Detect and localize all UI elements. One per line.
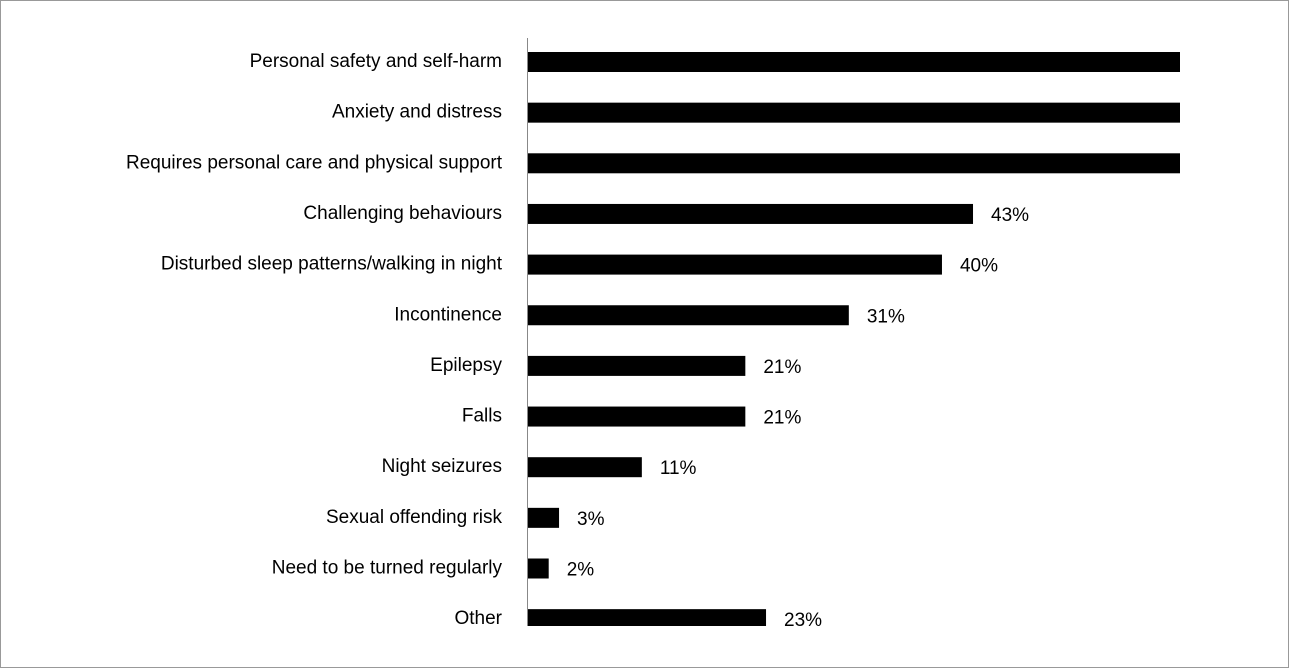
bar	[528, 203, 974, 224]
value-label: 2%	[567, 560, 595, 581]
bar	[528, 102, 1180, 123]
value-label: 21%	[763, 357, 801, 378]
bar	[528, 254, 942, 275]
bar	[528, 406, 746, 427]
value-label: 23%	[784, 610, 822, 631]
category-label: Anxiety and distress	[332, 102, 502, 123]
category-label: Sexual offending risk	[326, 507, 503, 528]
value-label: 40%	[960, 256, 998, 277]
bar	[528, 52, 1180, 72]
category-label: Epilepsy	[430, 355, 502, 376]
bar	[528, 305, 849, 326]
bar	[528, 153, 1180, 174]
value-label: 11%	[660, 458, 697, 479]
category-label: Need to be turned regularly	[272, 558, 503, 579]
category-label: Night seizures	[382, 456, 502, 477]
bar	[528, 609, 767, 626]
value-label: 3%	[577, 509, 605, 530]
category-label: Challenging behaviours	[303, 203, 502, 224]
category-label: Requires personal care and physical supp…	[126, 152, 503, 173]
category-label: Disturbed sleep patterns/walking in nigh…	[161, 254, 503, 275]
category-label: Incontinence	[394, 304, 502, 325]
plot-area: Personal safety and self-harm Anxiety and…	[126, 51, 1180, 631]
bar	[528, 558, 549, 579]
bar	[528, 355, 746, 376]
value-label: 21%	[763, 408, 801, 429]
bar	[528, 507, 560, 528]
category-label: Falls	[462, 406, 502, 427]
value-label: 43%	[991, 205, 1029, 226]
category-label: Other	[454, 608, 502, 629]
bar	[528, 457, 642, 478]
value-label: 31%	[867, 306, 905, 327]
category-label: Personal safety and self-harm	[250, 51, 502, 72]
